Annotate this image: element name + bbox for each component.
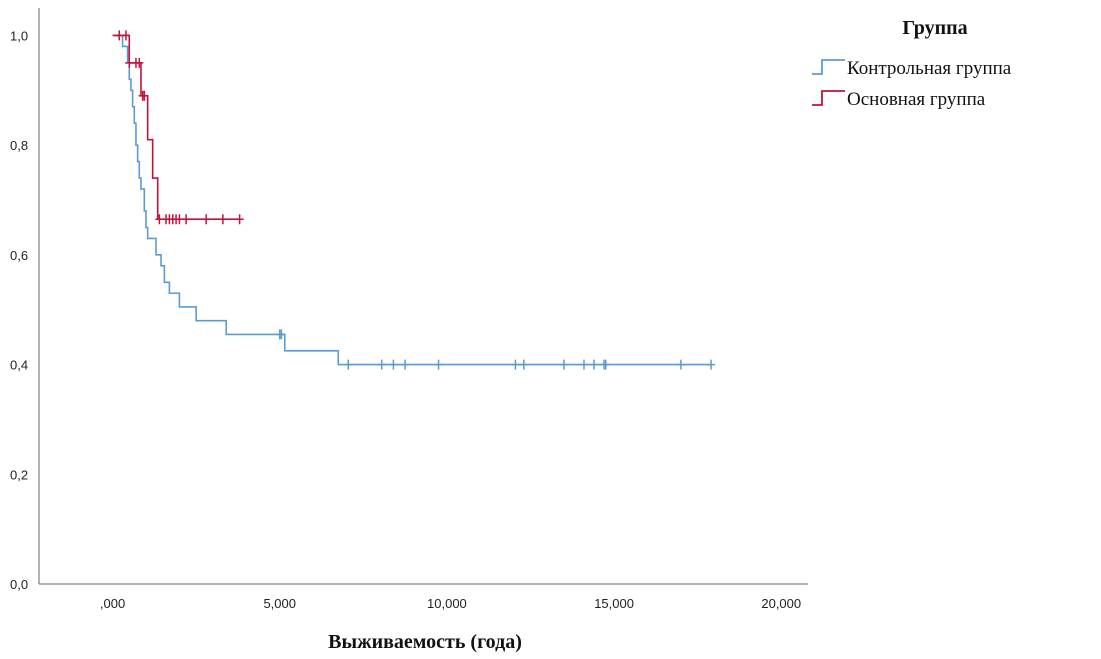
legend-title: Группа <box>902 17 967 39</box>
series-0 <box>115 34 716 370</box>
censor-mark <box>401 359 410 370</box>
censor-mark <box>590 359 599 370</box>
y-tick-label: 0,8 <box>10 138 28 153</box>
y-tick-label: 1,0 <box>10 28 28 43</box>
x-tick-labels: ,000 5,000 10,000 15,000 20,000 <box>100 596 801 611</box>
censor-mark <box>511 359 520 370</box>
censor-mark <box>676 359 685 370</box>
legend-entry-label: Контрольная группа <box>847 58 1012 79</box>
legend-swatch <box>812 90 845 106</box>
censor-mark <box>434 359 443 370</box>
censor-mark <box>519 359 528 370</box>
axes <box>38 8 808 585</box>
censor-mark <box>235 214 244 225</box>
legend-swatch <box>812 59 845 75</box>
y-tick-label: 0,0 <box>10 577 28 592</box>
censor-mark <box>182 214 191 225</box>
y-tick-labels: 0,0 0,2 0,4 0,6 0,8 1,0 <box>10 28 28 592</box>
series-group <box>112 30 716 370</box>
x-axis-label: Выживаемость (года) <box>328 631 522 653</box>
censor-mark <box>135 57 144 68</box>
censor-mark <box>121 30 130 41</box>
censor-mark <box>389 359 398 370</box>
censor-mark <box>175 214 184 225</box>
censor-mark <box>218 214 227 225</box>
censor-mark <box>202 214 211 225</box>
censor-mark <box>155 214 164 225</box>
survival-curve-line <box>115 34 712 366</box>
censor-mark <box>601 359 610 370</box>
series-1 <box>112 30 244 225</box>
censor-mark <box>125 57 134 68</box>
x-tick-label: 20,000 <box>761 596 801 611</box>
censor-mark <box>115 30 124 41</box>
x-tick-label: ,000 <box>100 596 125 611</box>
x-tick-label: 10,000 <box>427 596 467 611</box>
censor-mark <box>579 359 588 370</box>
legend-entry-label: Основная группа <box>847 89 986 110</box>
censor-mark <box>707 359 716 370</box>
y-tick-label: 0,4 <box>10 358 28 373</box>
censor-mark <box>344 359 353 370</box>
x-tick-label: 5,000 <box>263 596 296 611</box>
legend: Группа Контрольная группа Основная группа <box>812 17 1012 110</box>
x-tick-label: 15,000 <box>594 596 634 611</box>
censor-mark <box>559 359 568 370</box>
y-tick-label: 0,2 <box>10 467 28 482</box>
censor-mark <box>377 359 386 370</box>
censor-mark <box>140 90 149 101</box>
censor-mark <box>277 329 286 340</box>
y-tick-label: 0,6 <box>10 248 28 263</box>
